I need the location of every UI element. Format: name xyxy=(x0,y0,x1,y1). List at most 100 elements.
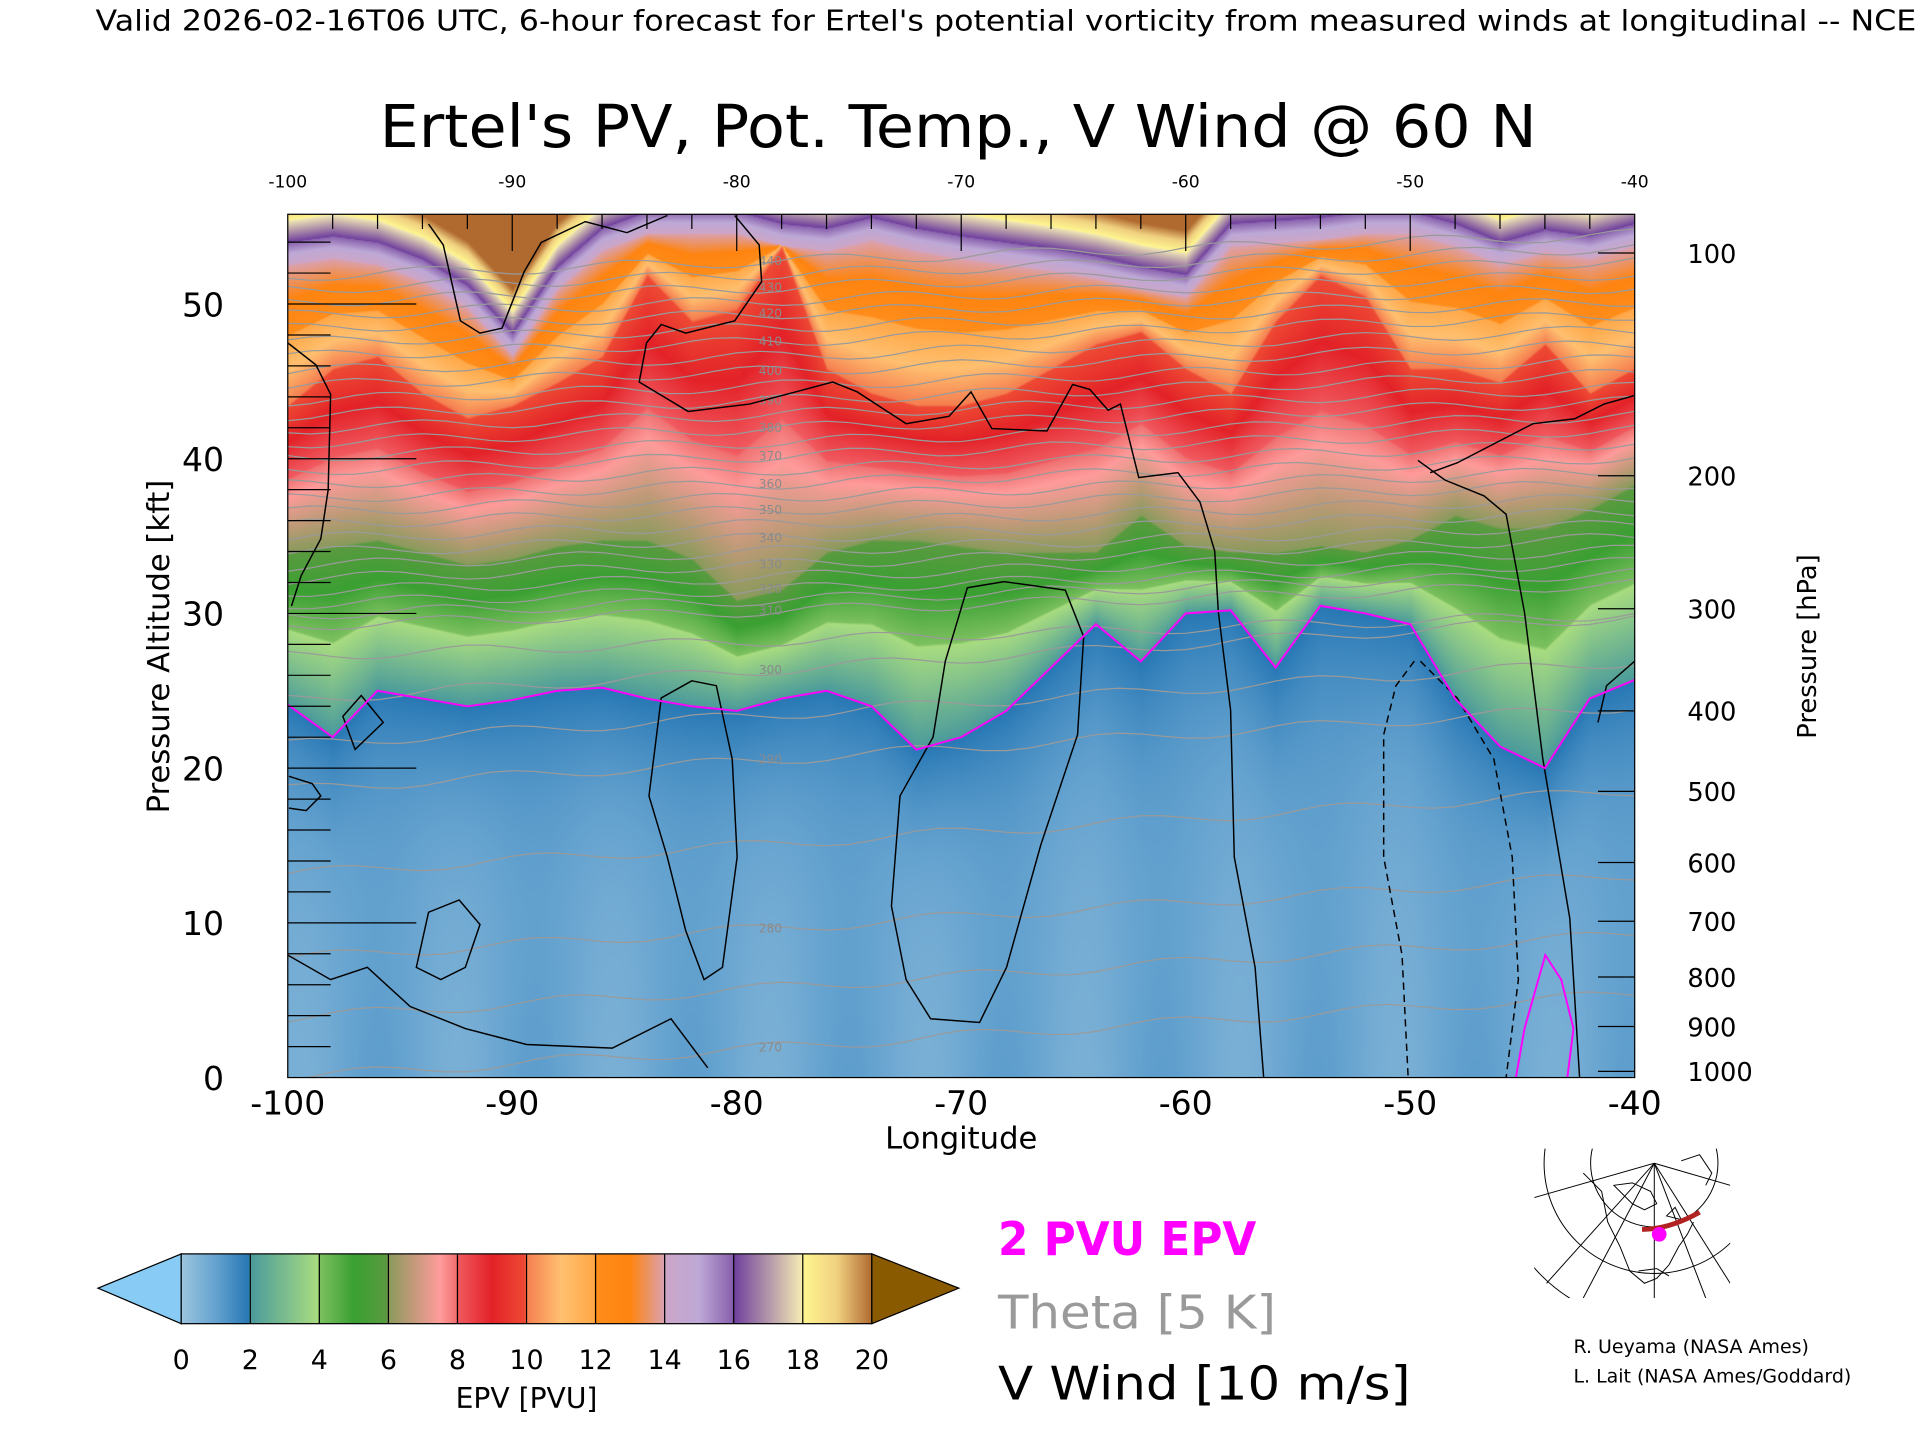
theta-contour-label: 340 xyxy=(759,531,782,545)
theta-contour xyxy=(305,991,1635,1078)
colorbar-tick-labels: 0 2 4 6 8 10 12 14 16 18 20 xyxy=(173,1345,889,1376)
theta-contour-label: 400 xyxy=(759,364,782,378)
y-tick-label: 50 xyxy=(182,285,224,324)
y-tick-label: 10 xyxy=(182,904,224,943)
top-x-tick-label: -50 xyxy=(1396,172,1424,192)
legend-vwind: V Wind [10 m/s] xyxy=(998,1357,1411,1411)
y-axis-title: Pressure Altitude [kft] xyxy=(142,480,177,814)
locator-map xyxy=(1534,1148,1731,1298)
pressure-tick-label: 600 xyxy=(1687,849,1736,879)
theta-contour-label: 410 xyxy=(759,335,782,349)
theta-contour-label: 300 xyxy=(759,663,782,677)
top-x-tick-label: -80 xyxy=(723,172,751,192)
theta-contour xyxy=(287,494,1635,541)
theta-contour xyxy=(287,395,1635,449)
x-tick-label: -60 xyxy=(1159,1083,1213,1122)
colorbar-tick-label: 14 xyxy=(648,1345,682,1376)
v-wind-contour xyxy=(287,954,709,1069)
valid-time-header: Valid 2026-02-16T06 UTC, 6-hour forecast… xyxy=(96,5,1917,38)
theta-contour-label: 360 xyxy=(759,477,782,491)
theta-contour xyxy=(287,312,1635,359)
theta-contour xyxy=(287,354,1635,407)
top-x-tick-label: -40 xyxy=(1621,172,1649,192)
x-tick-label: -50 xyxy=(1383,1083,1437,1122)
x-tick-label: -40 xyxy=(1608,1083,1662,1122)
legend-theta: Theta [5 K] xyxy=(997,1286,1276,1340)
theta-contour xyxy=(287,410,1635,462)
y-tick-label: 30 xyxy=(182,595,224,634)
colorbar-tick-label: 12 xyxy=(578,1345,612,1376)
colorbar-under-triangle xyxy=(96,1252,182,1325)
axis-labels: -100 -100 -90 -90 -80 -80 -70 -70 -60 -60 -50 -50 -4… xyxy=(182,172,1753,1122)
x-tick-label: -70 xyxy=(934,1083,988,1122)
theta-contour xyxy=(287,424,1635,476)
theta-contour xyxy=(287,790,1635,875)
v-wind-contour xyxy=(415,899,481,981)
plot-frame xyxy=(287,213,1636,1079)
top-x-tick-label: -90 xyxy=(498,172,526,192)
theta-contour-label: 420 xyxy=(759,307,782,321)
x-axis-title: Longitude xyxy=(885,1122,1037,1157)
theta-contour xyxy=(287,931,1635,1023)
theta-contour xyxy=(287,381,1635,435)
pressure-tick-label: 800 xyxy=(1687,964,1736,994)
x-tick-label: -80 xyxy=(710,1083,764,1122)
theta-contour xyxy=(287,244,1635,294)
pressure-tick-label: 400 xyxy=(1687,698,1736,728)
pressure-tick-label: 300 xyxy=(1687,596,1736,626)
v-wind-contour xyxy=(342,694,385,751)
theta-contour xyxy=(287,455,1635,503)
theta-contour xyxy=(287,519,1635,572)
theta-contour xyxy=(287,271,1635,319)
colorbar-tick-label: 20 xyxy=(855,1345,889,1376)
top-x-tick-label: -100 xyxy=(268,172,307,192)
v-wind-contour xyxy=(1417,459,1581,1078)
theta-contour-label: 430 xyxy=(759,280,782,294)
theta-contour xyxy=(287,257,1635,307)
pressure-tick-label: 1000 xyxy=(1687,1058,1752,1088)
theta-contour xyxy=(287,480,1635,528)
x-tick-label: -100 xyxy=(250,1083,325,1122)
colorbar-tick-label: 16 xyxy=(717,1345,751,1376)
theta-contour xyxy=(287,557,1635,610)
y-tick-label: 20 xyxy=(182,749,224,788)
epv-heatmap xyxy=(287,214,1635,1078)
theta-contour-label: 330 xyxy=(759,557,782,571)
pv2-contour xyxy=(287,604,1635,770)
theta-contour xyxy=(287,285,1635,332)
pressure-tick-label: 200 xyxy=(1687,463,1736,493)
theta-contour xyxy=(287,662,1635,745)
theta-contour xyxy=(287,533,1635,585)
theta-contour-label: 270 xyxy=(759,1040,782,1054)
top-x-tick-label: -60 xyxy=(1172,172,1200,192)
colorbar-over-triangle xyxy=(871,1252,961,1325)
theta-contour-label: 440 xyxy=(759,254,782,268)
v-wind-contour xyxy=(638,215,1265,1078)
y2-axis-title: Pressure [hPa] xyxy=(1793,554,1823,738)
pressure-tick-label: 500 xyxy=(1687,778,1736,808)
v-wind-contour xyxy=(1429,394,1635,474)
colorbar-label: EPV [PVU] xyxy=(456,1382,598,1415)
theta-contour-label: 370 xyxy=(759,449,782,463)
theta-contours: 2702802903003103203303403503603703803904… xyxy=(287,228,1635,1078)
top-x-tick-label: -70 xyxy=(947,172,975,192)
theta-contour xyxy=(287,615,1635,702)
theta-contour xyxy=(287,707,1635,789)
colorbar-tick-label: 18 xyxy=(786,1345,820,1376)
theta-contour xyxy=(287,369,1635,422)
colorbar-dividers xyxy=(249,1253,804,1324)
theta-contour-label: 280 xyxy=(759,921,782,935)
x-tick-label: -90 xyxy=(485,1083,539,1122)
theta-contour-label: 350 xyxy=(759,503,782,517)
axis-ticks xyxy=(287,214,1635,1072)
pv2-contour-surface xyxy=(1514,952,1575,1078)
y-tick-label: 0 xyxy=(203,1059,224,1098)
theta-contour xyxy=(287,874,1635,959)
theta-contour-label: 310 xyxy=(759,604,782,618)
colorbar-tick-label: 10 xyxy=(509,1345,543,1376)
credit-line: L. Lait (NASA Ames/Goddard) xyxy=(1573,1365,1851,1387)
v-wind-contour xyxy=(890,580,1085,1024)
theta-contour-label: 290 xyxy=(759,753,782,767)
colorbar-tick-label: 4 xyxy=(311,1345,328,1376)
v-wind-contour xyxy=(648,680,738,981)
